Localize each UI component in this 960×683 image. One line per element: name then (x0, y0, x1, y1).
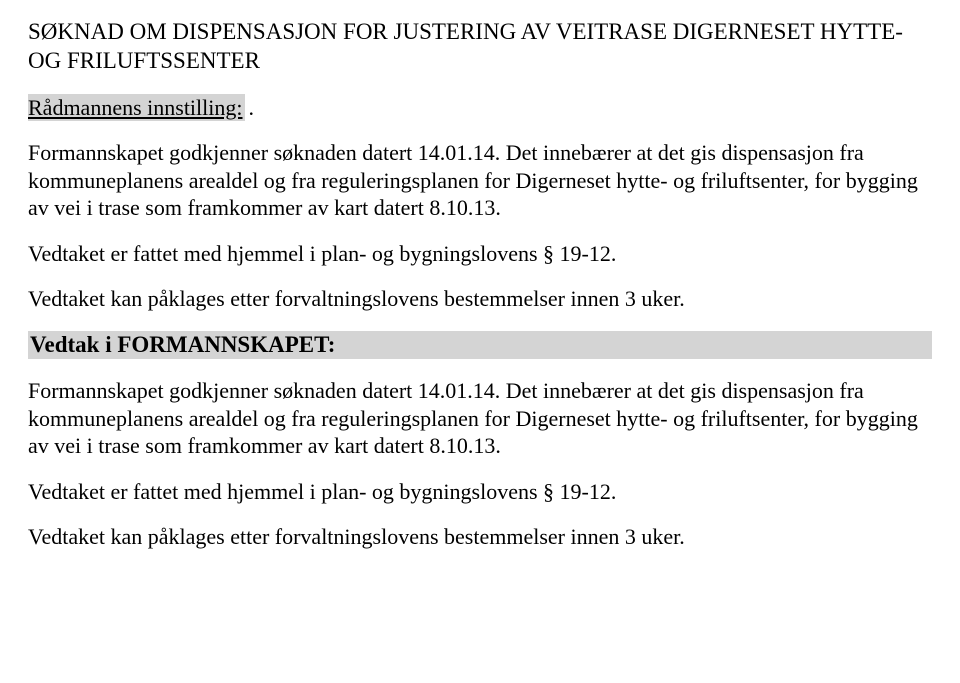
vedtak-paragraph-3: Vedtaket kan påklages etter forvaltnings… (28, 523, 932, 551)
radmannens-dot: . (249, 95, 255, 121)
body-paragraph-1: Formannskapet godkjenner søknaden datert… (28, 139, 932, 222)
radmannens-label: Rådmannens innstilling: (28, 94, 245, 122)
body-paragraph-3: Vedtaket kan påklages etter forvaltnings… (28, 285, 932, 313)
document-title: SØKNAD OM DISPENSASJON FOR JUSTERING AV … (28, 18, 932, 76)
vedtak-heading: Vedtak i FORMANNSKAPET: (28, 331, 932, 360)
vedtak-paragraph-2: Vedtaket er fattet med hjemmel i plan- o… (28, 478, 932, 506)
radmannens-row: Rådmannens innstilling: . (28, 94, 932, 122)
body-paragraph-2: Vedtaket er fattet med hjemmel i plan- o… (28, 240, 932, 268)
vedtak-paragraph-1: Formannskapet godkjenner søknaden datert… (28, 377, 932, 460)
document-page: SØKNAD OM DISPENSASJON FOR JUSTERING AV … (0, 0, 960, 551)
